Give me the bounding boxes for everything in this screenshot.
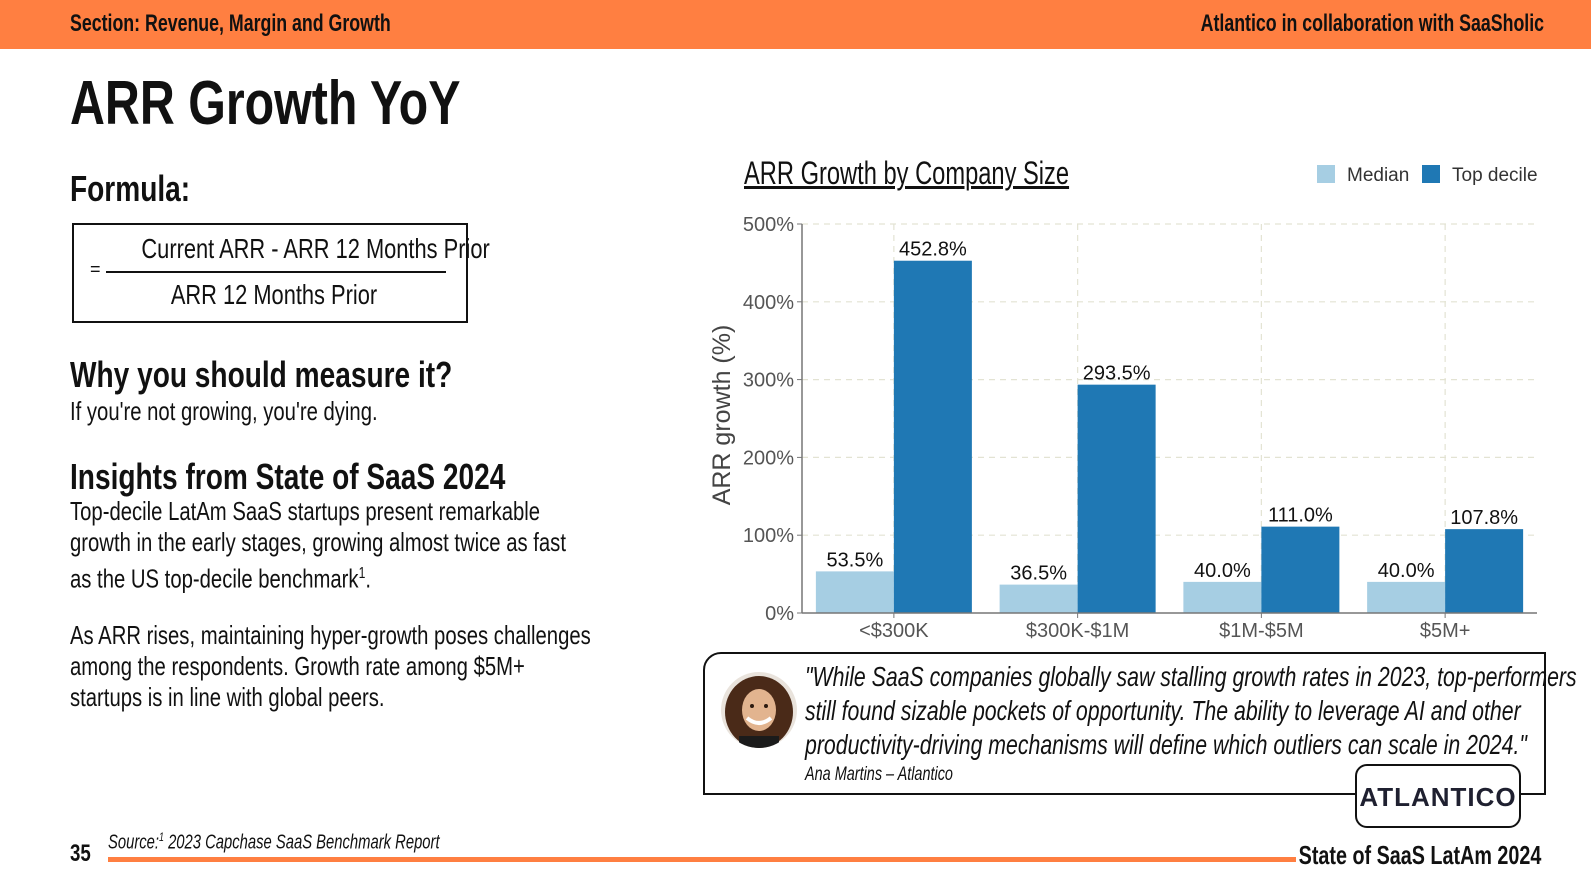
formula-equals: = (90, 259, 101, 279)
insights-p1-line-1: Top-decile LatAm SaaS startups present r… (70, 496, 541, 526)
insights-p2-line-1: As ARR rises, maintaining hyper-growth p… (70, 620, 591, 650)
insights-p1-line-3: as the US top-decile benchmark1. (70, 558, 566, 595)
report-title: State of SaaS LatAm 2024 (1298, 840, 1541, 870)
quote-author: Ana Martins – Atlantico (805, 764, 953, 785)
chart-legend: Median Top decile (1317, 165, 1538, 186)
atlantico-logo: ATLANTICO (1355, 764, 1521, 828)
why-text: If you're not growing, you're dying. (70, 396, 378, 426)
insights-paragraph-1: Top-decile LatAm SaaS startups present r… (70, 496, 566, 595)
legend-label-median: Median (1347, 165, 1409, 186)
bar-top-decile (893, 260, 972, 613)
bar-chart: Median Top decile ARR growth (%) 0% 100% 2… (708, 165, 1538, 642)
source-text: 2023 Capchase SaaS Benchmark Report (168, 831, 440, 854)
y-tick-label: 0% (765, 603, 794, 625)
formula-numerator: Current ARR - ARR 12 Months Prior (141, 233, 490, 264)
x-tick-label: $5M+ (1420, 620, 1471, 642)
source-prefix: Source: (108, 831, 160, 854)
formula-heading: Formula: (70, 168, 191, 209)
bar-value-label: 40.0% (1194, 560, 1251, 582)
bar-top-decile (1445, 529, 1524, 613)
insights-p2-line-2: among the respondents. Growth rate among… (70, 651, 525, 681)
y-axis-ticks: 0% 100% 200% 300% 400% 500% (743, 214, 802, 625)
legend-swatch-top-decile (1422, 165, 1440, 183)
source-footnote-marker: 1 (159, 830, 164, 844)
section-title: Section: Revenue, Margin and Growth (70, 10, 391, 37)
insights-paragraph-2: As ARR rises, maintaining hyper-growth p… (70, 620, 591, 713)
y-tick-label: 100% (743, 525, 794, 547)
y-tick-label: 400% (743, 292, 794, 314)
formula-denominator: ARR 12 Months Prior (170, 279, 378, 310)
bar-median (815, 571, 894, 613)
bar-top-decile (1261, 526, 1340, 613)
bar-value-label: 452.8% (899, 239, 967, 261)
bar-median (1183, 581, 1262, 613)
insights-p1-end: . (365, 563, 371, 594)
insights-p2-line-3: startups is in line with global peers. (70, 682, 385, 712)
bar-median (1367, 581, 1446, 613)
quote-line-3: productivity-driving mechanisms will def… (805, 729, 1527, 760)
quote-text: "While SaaS companies globally saw stall… (805, 660, 1577, 762)
header-bar: Section: Revenue, Margin and Growth Atla… (0, 0, 1591, 49)
page-title: ARR Growth YoY (70, 69, 461, 138)
legend-label-top-decile: Top decile (1452, 165, 1538, 186)
quote-box: "While SaaS companies globally saw stall… (703, 652, 1577, 795)
page-number: 35 (70, 840, 91, 867)
quote-line-2: still found sizable pockets of opportuni… (805, 695, 1521, 726)
bar-median (999, 584, 1078, 613)
partner-title: Atlantico in collaboration with SaaSholi… (1200, 10, 1544, 37)
legend-swatch-median (1317, 165, 1335, 183)
footer-divider (108, 857, 1296, 862)
bar-value-label: 36.5% (1010, 563, 1067, 585)
source-note: Source:1 2023 Capchase SaaS Benchmark Re… (108, 830, 440, 855)
chart-title: ARR Growth by Company Size (744, 155, 1070, 191)
bar-value-label: 53.5% (827, 549, 884, 571)
footnote-marker: 1 (358, 565, 366, 582)
x-tick-label: $300K-$1M (1026, 620, 1129, 642)
insights-p1-line-2: growth in the early stages, growing almo… (70, 527, 566, 557)
y-tick-label: 500% (743, 214, 794, 236)
y-tick-label: 200% (743, 447, 794, 469)
y-axis-label: ARR growth (%) (708, 325, 736, 506)
chart-bars: 53.5% 452.8% 36.5% 293.5% 40.0% 111.0% 40.0% 10… (815, 239, 1524, 613)
x-axis-ticks: <$300K $300K-$1M $1M-$5M $5M+ (859, 613, 1470, 642)
logo-text: ATLANTICO (1359, 782, 1517, 812)
insights-heading: Insights from State of SaaS 2024 (70, 456, 506, 497)
formula-box: = Current ARR - ARR 12 Months Prior ARR … (72, 223, 490, 323)
why-heading: Why you should measure it? (70, 354, 453, 395)
y-tick-label: 300% (743, 370, 794, 392)
x-tick-label: <$300K (859, 620, 929, 642)
bar-value-label: 111.0% (1268, 505, 1333, 527)
bar-value-label: 293.5% (1083, 363, 1151, 385)
quote-line-1: "While SaaS companies globally saw stall… (805, 661, 1577, 692)
insights-p1-line-3-text: as the US top-decile benchmark (70, 563, 359, 594)
bar-value-label: 107.8% (1450, 507, 1518, 529)
formula-fraction-line (106, 271, 446, 273)
x-tick-label: $1M-$5M (1219, 620, 1303, 642)
author-avatar (721, 672, 797, 748)
bar-top-decile (1077, 384, 1156, 613)
bar-value-label: 40.0% (1378, 560, 1435, 582)
